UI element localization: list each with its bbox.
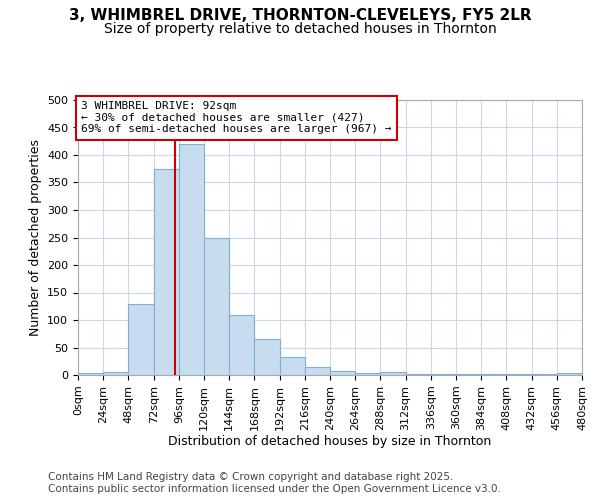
- Bar: [78, 374, 103, 375]
- Bar: [481, 374, 506, 375]
- Bar: [330, 370, 355, 375]
- Bar: [557, 374, 582, 375]
- X-axis label: Distribution of detached houses by size in Thornton: Distribution of detached houses by size …: [169, 436, 491, 448]
- Bar: [355, 374, 380, 375]
- Bar: [179, 144, 204, 375]
- Text: Contains HM Land Registry data © Crown copyright and database right 2025.
Contai: Contains HM Land Registry data © Crown c…: [48, 472, 501, 494]
- Bar: [128, 304, 154, 375]
- Bar: [406, 374, 431, 375]
- Bar: [305, 367, 330, 375]
- Bar: [229, 314, 254, 375]
- Bar: [204, 238, 229, 375]
- Bar: [380, 372, 406, 375]
- Text: 3 WHIMBREL DRIVE: 92sqm
← 30% of detached houses are smaller (427)
69% of semi-d: 3 WHIMBREL DRIVE: 92sqm ← 30% of detache…: [81, 101, 392, 134]
- Y-axis label: Number of detached properties: Number of detached properties: [29, 139, 41, 336]
- Bar: [254, 339, 280, 375]
- Bar: [506, 374, 532, 375]
- Bar: [280, 358, 305, 375]
- Bar: [456, 374, 481, 375]
- Bar: [431, 374, 456, 375]
- Text: Size of property relative to detached houses in Thornton: Size of property relative to detached ho…: [104, 22, 496, 36]
- Bar: [154, 169, 179, 375]
- Text: 3, WHIMBREL DRIVE, THORNTON-CLEVELEYS, FY5 2LR: 3, WHIMBREL DRIVE, THORNTON-CLEVELEYS, F…: [68, 8, 532, 22]
- Bar: [532, 374, 557, 375]
- Bar: [103, 372, 128, 375]
